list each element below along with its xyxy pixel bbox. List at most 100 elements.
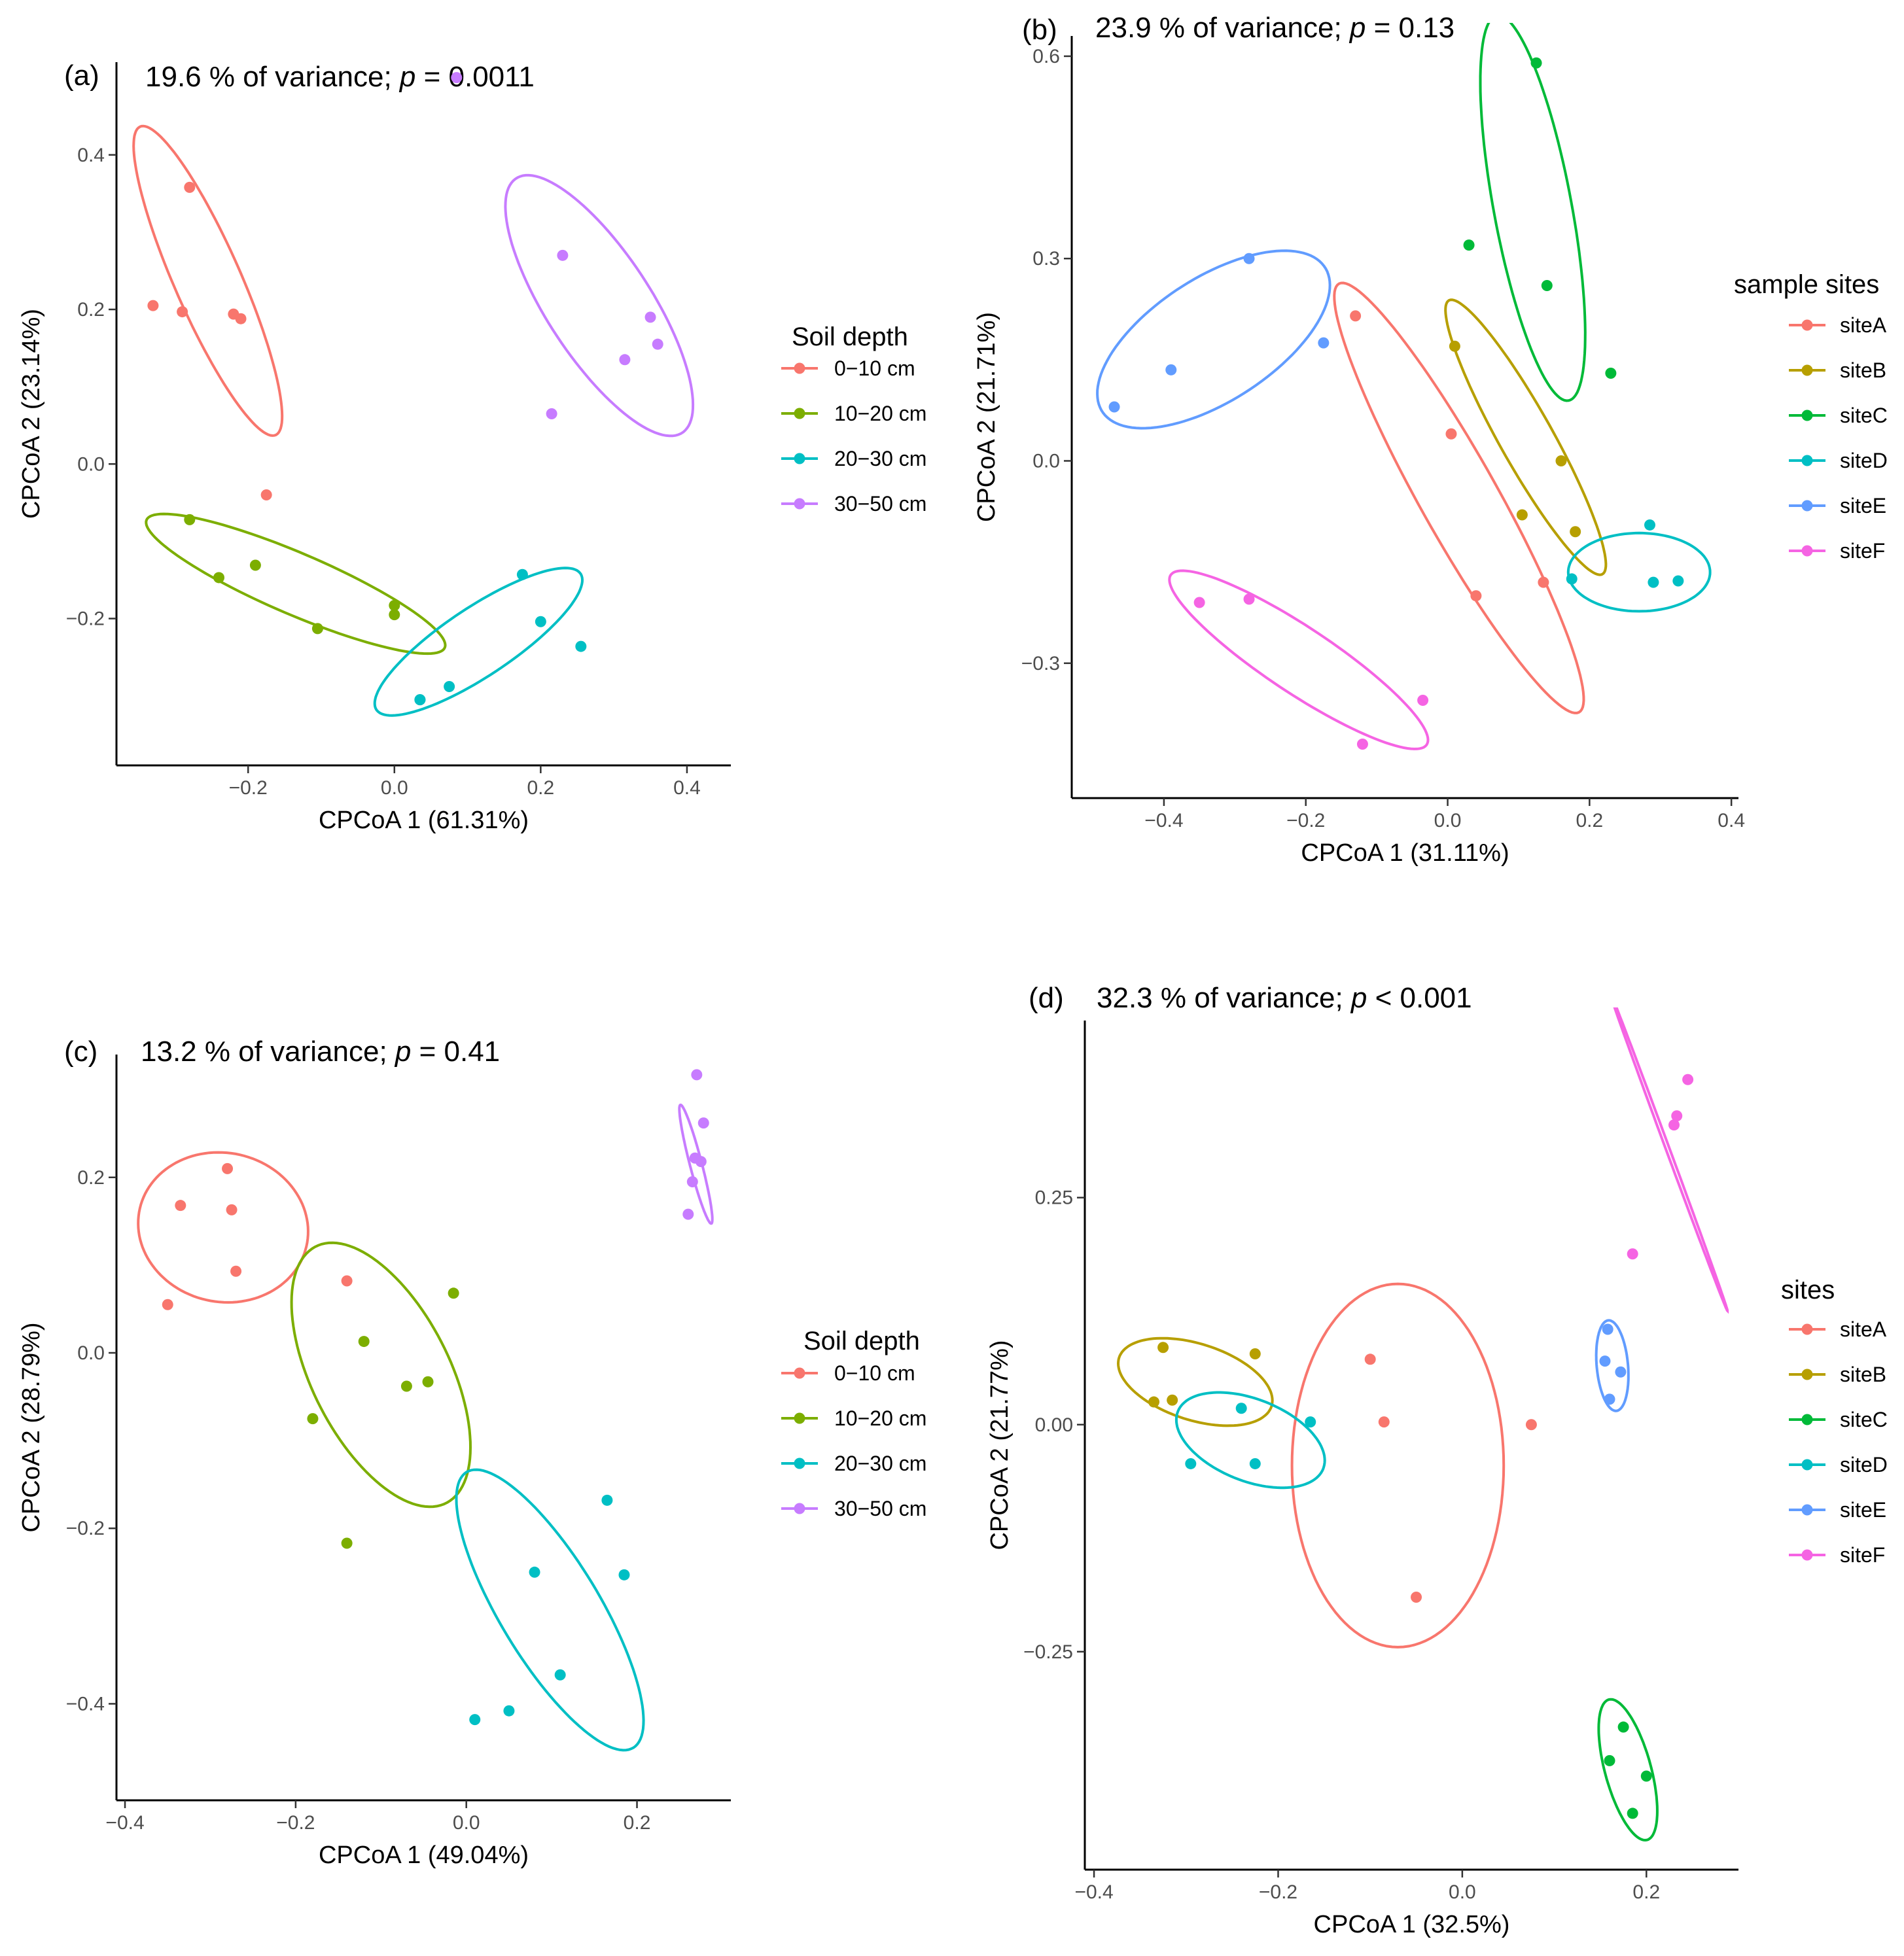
x-tick-label: −0.4 (105, 1812, 144, 1834)
legend-key-dot (1801, 1459, 1813, 1471)
data-point (1235, 1403, 1247, 1414)
legend-label: siteD (1840, 1453, 1888, 1476)
y-axis-label: CPCoA 2 (23.14%) (18, 309, 45, 519)
legend-label: siteE (1840, 1498, 1886, 1522)
x-tick-label: −0.4 (1144, 810, 1183, 831)
data-point (358, 1336, 370, 1348)
data-point (1648, 576, 1659, 588)
legend-label: siteB (1840, 1363, 1886, 1386)
data-point (1617, 1721, 1629, 1733)
data-point (644, 311, 656, 323)
title-value: = 0.13 (1366, 12, 1454, 44)
legend-label: 30−50 cm (834, 1497, 926, 1520)
data-point (1165, 364, 1177, 375)
plot-area (1116, 1007, 1729, 1842)
legend-label: 20−30 cm (834, 447, 926, 470)
confidence-ellipse (678, 1104, 714, 1225)
legend-item: siteA (1789, 313, 1887, 337)
legend-key-dot (1801, 455, 1813, 466)
series-sitee (1595, 1319, 1630, 1412)
legend-item: siteD (1789, 1453, 1888, 1476)
data-point (1627, 1248, 1638, 1260)
data-point (557, 249, 569, 261)
legend: Soil depth 0−10 cm 10−20 cm 20−30 cm 30−50 c… (781, 1327, 926, 1520)
series-sitef (1613, 1007, 1729, 1314)
data-point (1356, 739, 1368, 750)
data-point (1185, 1458, 1197, 1469)
data-point (1350, 310, 1362, 322)
data-point (697, 1117, 709, 1129)
confidence-ellipse (1116, 1336, 1274, 1427)
data-point (503, 1705, 515, 1717)
legend-label: siteC (1840, 1408, 1888, 1431)
data-point (619, 354, 631, 366)
legend-key-dot (794, 408, 805, 419)
legend-item: siteE (1789, 1498, 1886, 1522)
confidence-ellipse (1290, 1282, 1506, 1649)
title-p: p (398, 61, 415, 93)
data-point (222, 1162, 234, 1174)
confidence-ellipse (1174, 1391, 1326, 1490)
legend-item: siteC (1789, 404, 1888, 427)
y-axis-label: CPCoA 2 (21.71%) (973, 312, 1000, 522)
legend-label: 30−50 cm (834, 492, 926, 515)
panel-label: (d) (1029, 982, 1064, 1014)
confidence-ellipse (1479, 23, 1587, 402)
data-point (618, 1569, 630, 1581)
series-10-20-cm (290, 1241, 472, 1549)
legend-key-dot (794, 1412, 805, 1424)
data-point (147, 300, 159, 311)
legend-item: 30−50 cm (781, 1497, 926, 1520)
legend-label: 10−20 cm (834, 1406, 926, 1430)
data-point (1570, 526, 1581, 538)
data-point (451, 72, 463, 84)
data-point (307, 1413, 319, 1425)
x-axis-label: CPCoA 1 (49.04%) (319, 1842, 529, 1869)
x-tick-label: 0.2 (624, 1812, 651, 1834)
legend-item: 20−30 cm (781, 1452, 926, 1475)
x-tick-label: 0.4 (1718, 810, 1745, 831)
data-point (695, 1156, 707, 1168)
x-tick-label: −0.2 (1259, 1881, 1297, 1903)
data-point (682, 1208, 694, 1220)
confidence-ellipse (373, 567, 584, 717)
panel-b: −0.4 −0.2 0.0 0.2 0.4 −0.3 0.0 0.3 0.6 CPCoA 1 (3… (973, 12, 1888, 867)
data-point (235, 313, 247, 324)
plot-area (132, 72, 695, 717)
legend-label: siteF (1840, 539, 1885, 563)
data-point (1604, 1393, 1615, 1405)
title-p: p (1349, 12, 1366, 44)
data-point (1615, 1366, 1627, 1378)
data-point (226, 1204, 238, 1215)
legend-key-dot (794, 498, 805, 510)
series-sited (1174, 1391, 1326, 1490)
legend-key-dot (794, 1503, 805, 1514)
legend-item: 30−50 cm (781, 492, 926, 515)
panel-label: (c) (64, 1036, 97, 1068)
data-point (686, 1176, 698, 1187)
series-sited (1566, 519, 1712, 613)
legend-item: siteA (1789, 1318, 1887, 1341)
y-tick-label: −0.4 (66, 1693, 105, 1715)
data-point (554, 1669, 566, 1681)
series-0-10-cm (132, 124, 284, 501)
x-axis-label: CPCoA 1 (32.5%) (1314, 1911, 1510, 1938)
panel-title: 13.2 % of variance; p = 0.41 (141, 1036, 500, 1068)
y-tick-label: 0.0 (1032, 451, 1060, 472)
legend-label: siteD (1840, 449, 1888, 472)
x-axis-label: CPCoA 1 (31.11%) (1301, 839, 1509, 867)
legend-label: siteE (1840, 494, 1886, 517)
series-sitee (1096, 249, 1331, 430)
data-point (1193, 597, 1205, 608)
panel-label: (a) (64, 60, 99, 92)
panel-label: (b) (1022, 14, 1057, 46)
y-tick-label: −0.3 (1021, 653, 1060, 674)
data-point (177, 306, 188, 318)
data-point (1516, 509, 1528, 521)
data-point (162, 1299, 173, 1310)
legend-label: 10−20 cm (834, 402, 926, 425)
data-point (1671, 1110, 1683, 1122)
legend-item: siteC (1789, 1408, 1888, 1431)
x-tick-label: 0.2 (1632, 1881, 1660, 1903)
